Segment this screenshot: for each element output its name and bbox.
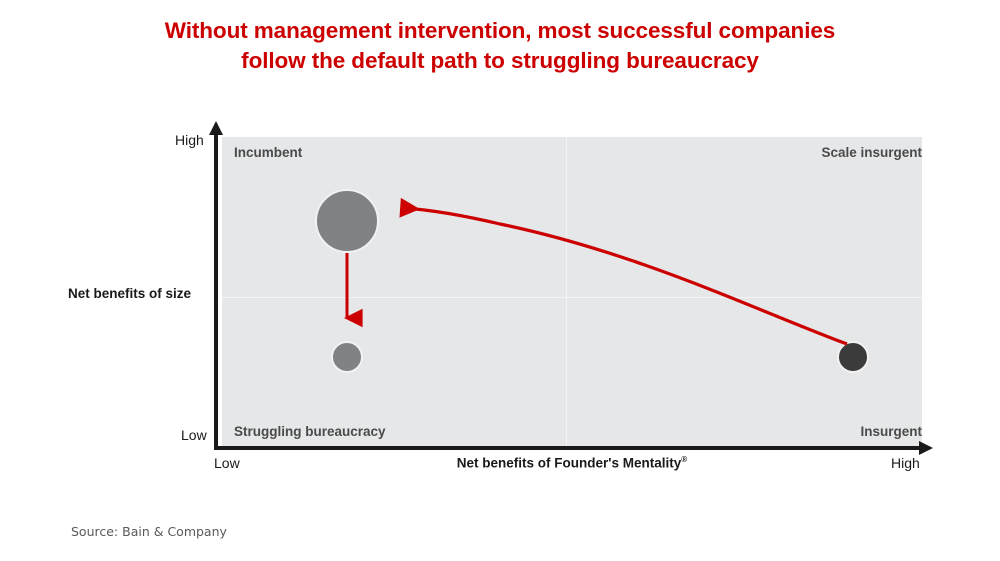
y-axis-line [214,134,218,449]
bubble-incumbent [315,189,379,253]
x-axis-arrowhead-icon [919,441,933,455]
quadrant-label-struggling-bureaucracy: Struggling bureaucracy [234,424,386,439]
bubble-struggling-bureaucracy [331,341,363,373]
y-axis-tick-high: High [175,132,204,148]
page-title-line-1: Without management intervention, most su… [164,18,836,43]
x-axis-tick-high: High [891,455,920,471]
x-axis-line [214,446,921,450]
x-axis-title: Net benefits of Founder's Mentality® [222,455,922,471]
gridline-vertical-mid [566,137,567,447]
x-axis-tick-low: Low [214,455,240,471]
x-axis-title-text: Net benefits of Founder's Mentality [456,455,682,471]
y-axis-title: Net benefits of size [68,286,192,301]
plot-area [222,137,922,447]
page-title: Without management intervention, most su… [0,16,1000,75]
y-axis-tick-low: Low [181,427,207,443]
quadrant-label-insurgent: Insurgent [860,424,922,439]
quadrant-label-incumbent: Incumbent [234,145,303,160]
gridline-horizontal-mid [222,297,922,298]
quadrant-label-scale-insurgent: Scale insurgent [821,145,922,160]
y-axis-arrowhead-icon [209,121,223,135]
page-title-line-2: follow the default path to struggling bu… [241,47,759,73]
source-note: Source: Bain & Company [71,524,227,539]
bubble-insurgent [837,341,869,373]
registered-trademark-icon: ® [681,455,688,464]
